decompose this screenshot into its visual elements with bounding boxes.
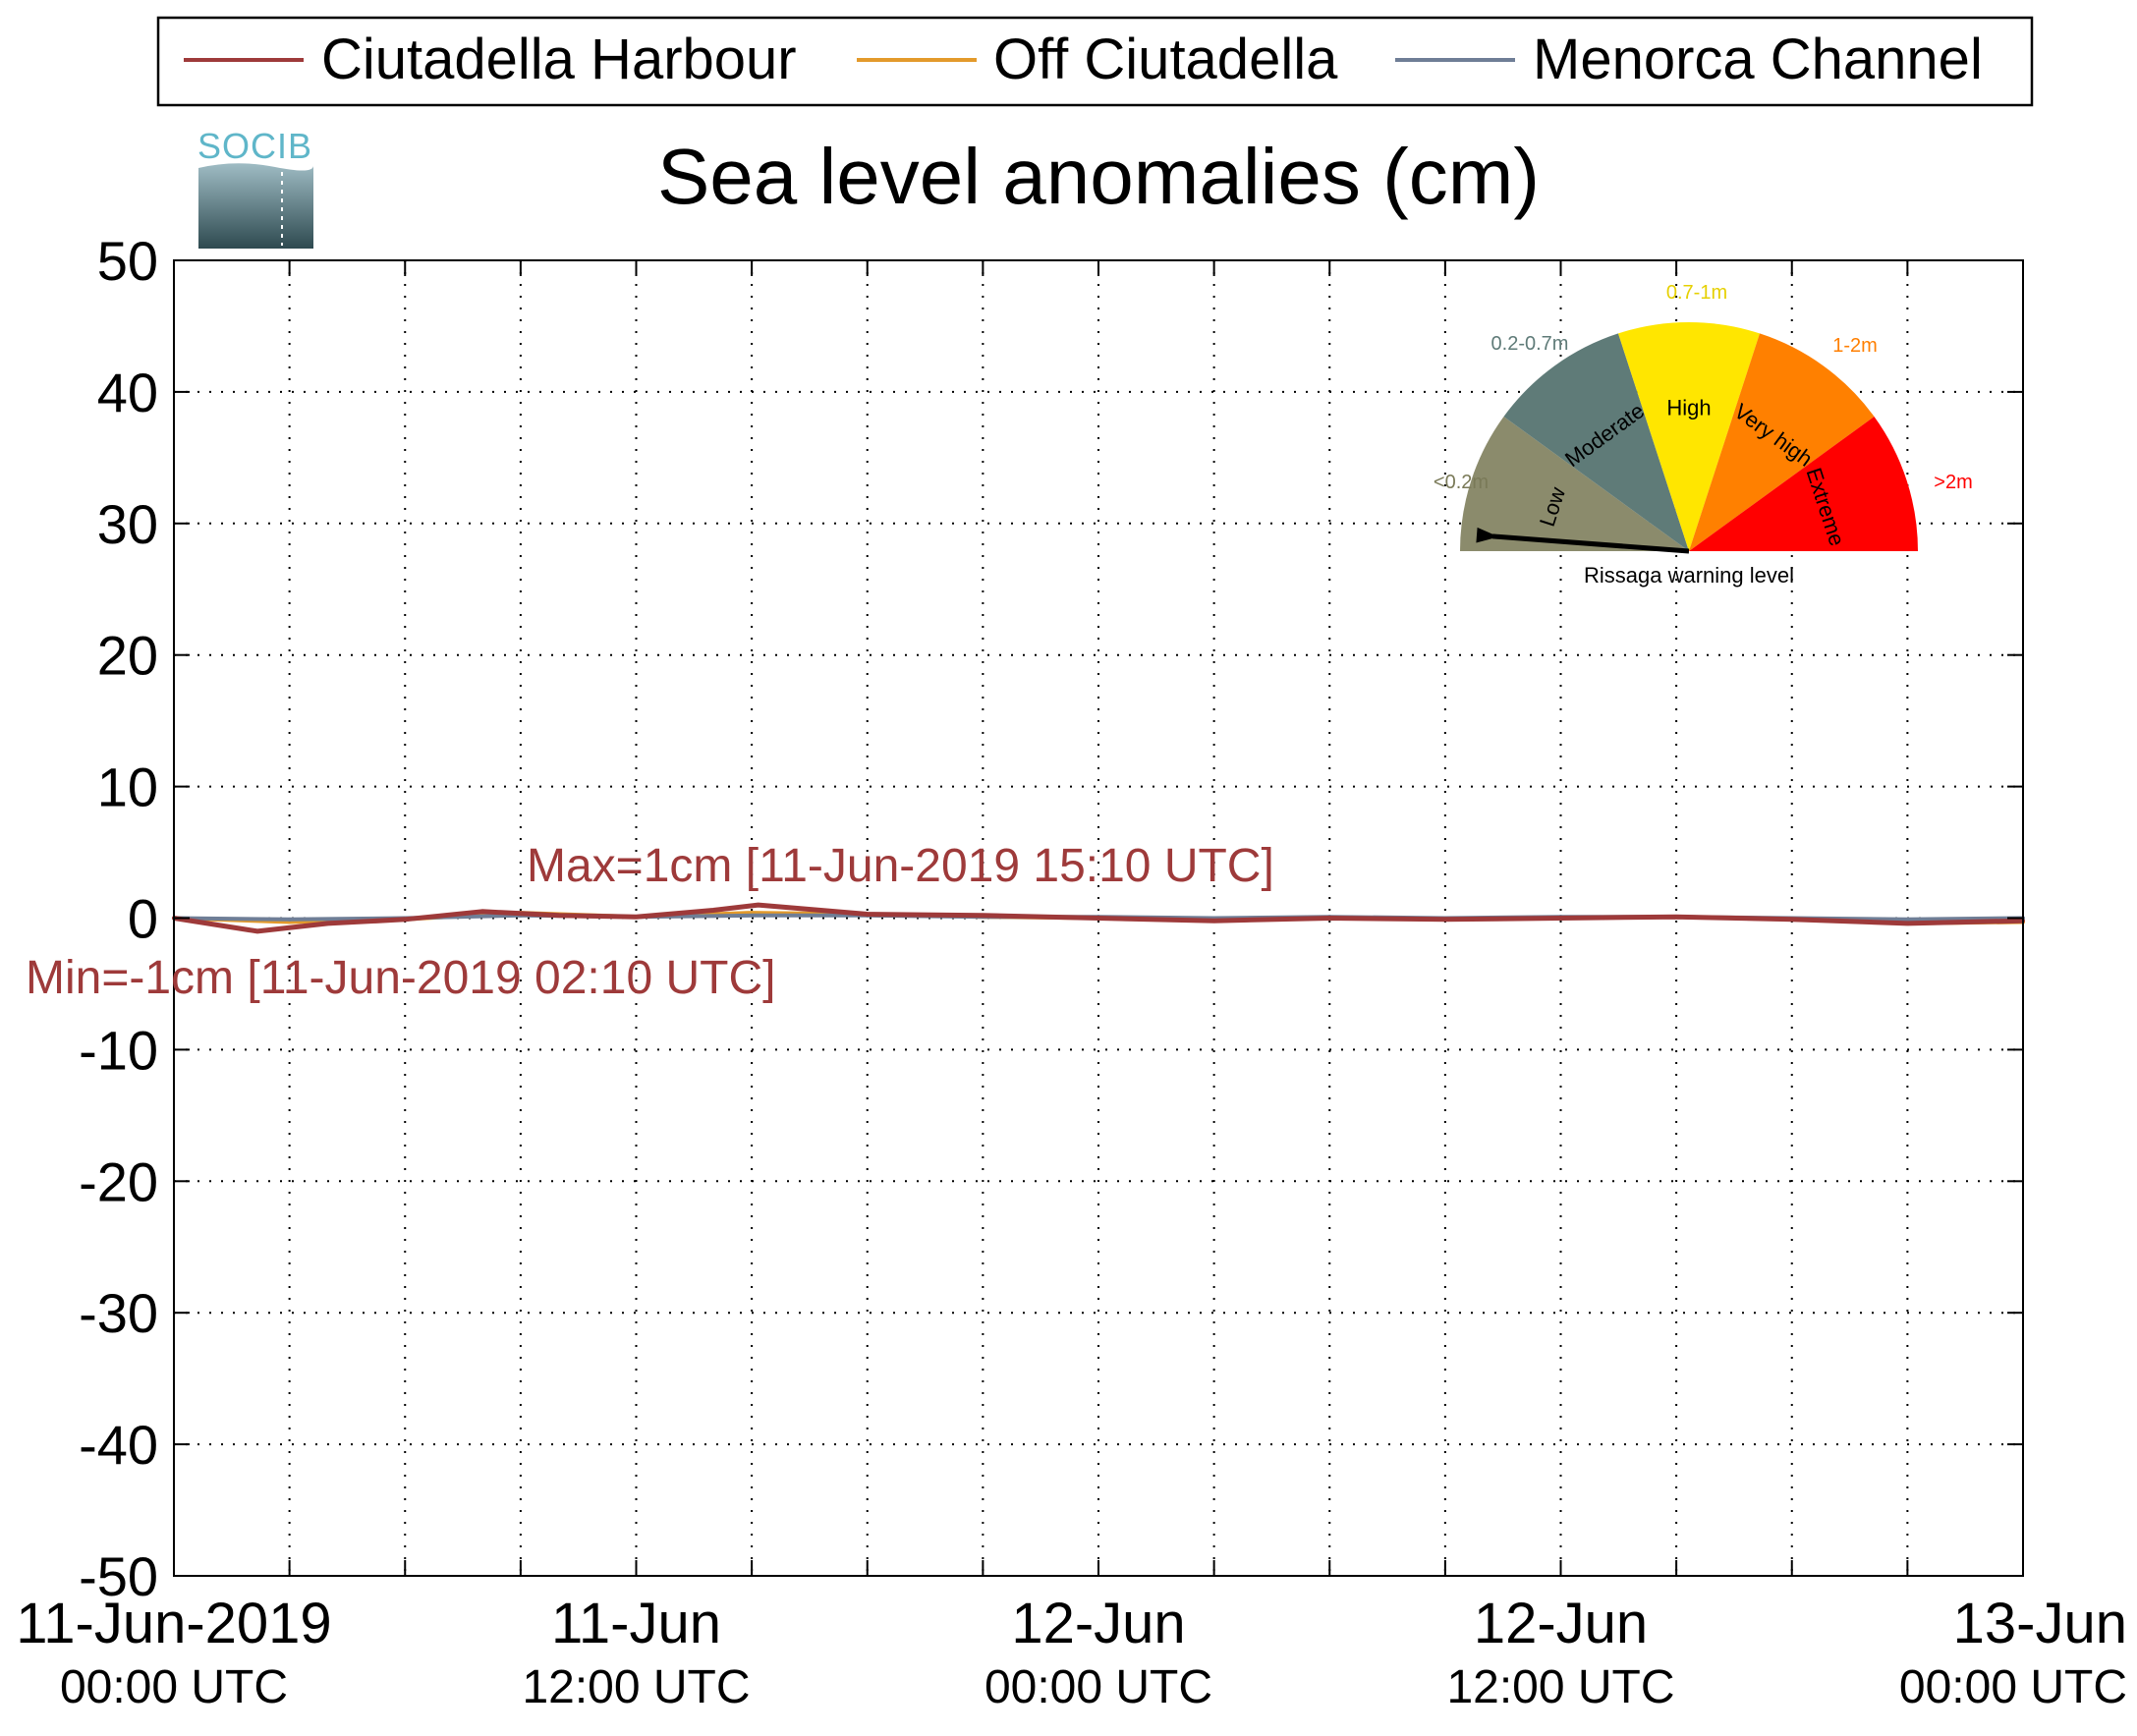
series-lines	[172, 902, 2025, 934]
series-point-ciutadella-harbour	[1211, 919, 1216, 924]
series-point-ciutadella-harbour	[254, 928, 259, 933]
legend: Ciutadella Harbour Off Ciutadella Menorc…	[156, 16, 2034, 107]
gauge-label: High	[1666, 395, 1711, 420]
y-tick-label: -10	[79, 1019, 158, 1081]
x-tick-sublabel: 00:00 UTC	[1899, 1661, 2127, 1713]
y-tick-label: 0	[128, 888, 158, 950]
series-point-ciutadella-harbour	[1558, 916, 1563, 921]
socib-logo-text: SOCIB	[197, 126, 312, 166]
socib-logo: SOCIB	[197, 126, 314, 249]
legend-label-off-ciutadella: Off Ciutadella	[993, 28, 1338, 91]
series-point-ciutadella-harbour	[981, 913, 985, 918]
y-tick-label: 40	[97, 362, 158, 423]
gauge-caption: Rissaga warning level	[1584, 563, 1794, 588]
y-tick-label: -30	[79, 1282, 158, 1344]
series-point-ciutadella-harbour	[710, 908, 715, 913]
x-tick-label: 12-Jun	[1474, 1592, 1648, 1655]
series-point-menorca-channel	[287, 917, 292, 922]
socib-logo-wave	[198, 163, 314, 249]
series-point-ciutadella-harbour	[403, 917, 408, 922]
x-tick-label: 12-Jun	[1011, 1592, 1185, 1655]
series-point-ciutadella-harbour	[865, 912, 870, 917]
gauge-range-label: 0.7-1m	[1666, 282, 1727, 304]
y-tick-label: 20	[97, 625, 158, 687]
series-point-ciutadella-harbour	[1097, 916, 1100, 921]
x-tick-sublabel: 12:00 UTC	[1446, 1661, 1674, 1713]
max-annotation: Max=1cm [11-Jun-2019 15:10 UTC]	[527, 840, 1274, 892]
series-point-ciutadella-harbour	[1789, 917, 1794, 922]
series-point-ciutadella-harbour	[1905, 921, 1910, 925]
gauge-sector-very-high	[1689, 333, 1875, 551]
x-tick-sublabel: 00:00 UTC	[984, 1661, 1212, 1713]
x-tick-sublabel: 12:00 UTC	[522, 1661, 750, 1713]
y-tick-label: -40	[79, 1414, 158, 1476]
legend-label-ciutadella-harbour: Ciutadella Harbour	[321, 28, 797, 91]
series-point-menorca-channel	[750, 913, 755, 918]
y-tick-label: 50	[97, 230, 158, 292]
series-point-ciutadella-harbour	[557, 913, 562, 918]
chart-title: Sea level anomalies (cm)	[657, 133, 1540, 220]
series-point-ciutadella-harbour	[479, 909, 484, 914]
y-tick-label: 10	[97, 756, 158, 818]
gauge-sector-low	[1460, 417, 1689, 551]
y-tick-label: -20	[79, 1150, 158, 1212]
gauge-range-label: >2m	[1934, 472, 1972, 493]
series-point-ciutadella-harbour	[1442, 917, 1447, 922]
series-point-ciutadella-harbour	[634, 915, 639, 920]
gauge-sector-moderate	[1503, 333, 1689, 551]
y-tick-label: -50	[79, 1545, 158, 1607]
series-point-ciutadella-harbour	[756, 903, 760, 908]
y-tick-label: 30	[97, 493, 158, 555]
series-line-ciutadella-harbour	[173, 902, 2024, 934]
series-point-ciutadella-harbour	[325, 921, 330, 925]
gauge-sector-extreme	[1689, 417, 1918, 551]
legend-label-menorca-channel: Menorca Channel	[1533, 28, 1983, 91]
x-tick-label: 11-Jun	[551, 1592, 721, 1655]
legend-box	[156, 16, 2034, 107]
x-tick-sublabel: 00:00 UTC	[60, 1661, 288, 1713]
series-point-ciutadella-harbour	[1327, 916, 1332, 921]
gauge-needle	[1492, 533, 1690, 554]
gauge-range-label: <0.2m	[1434, 472, 1489, 493]
gauge-range-label: 1-2m	[1832, 335, 1878, 357]
x-tick-label: 11-Jun-2019	[16, 1592, 331, 1655]
series-point-ciutadella-harbour	[1674, 915, 1679, 920]
gauge-range-label: 0.2-0.7m	[1491, 333, 1569, 355]
series-point-menorca-channel	[1905, 917, 1910, 922]
gauge-sector-high	[1618, 321, 1760, 551]
x-tick-label: 13-Jun	[1953, 1592, 2127, 1655]
gauge-needle-arrowhead	[1476, 527, 1499, 543]
min-annotation: Min=-1cm [11-Jun-2019 02:10 UTC]	[26, 952, 775, 1004]
